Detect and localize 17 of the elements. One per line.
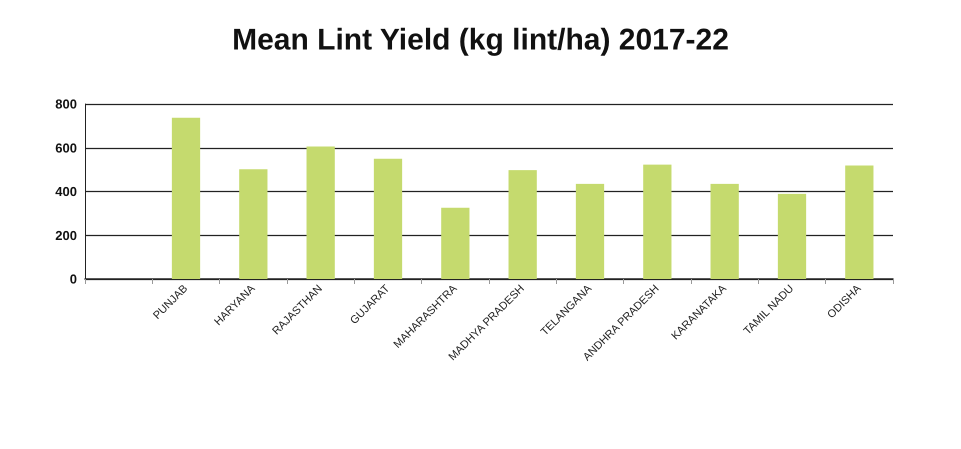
y-tick-label: 800 [55,96,77,112]
y-tick-label: 600 [55,140,77,156]
y-tick-label: 0 [70,272,77,286]
bar [374,158,402,279]
bar [172,118,200,279]
y-tick-label: 200 [55,228,77,243]
bar [239,169,268,279]
chart-title: Mean Lint Yield (kg lint/ha) 2017-22 [232,24,729,56]
bar [778,194,806,279]
bar [710,184,739,279]
bar [643,164,672,279]
y-tick-label: 400 [55,184,77,199]
bar [441,208,470,279]
bar [576,184,604,279]
bar [508,170,537,279]
bar [306,146,335,279]
bar [845,165,874,279]
